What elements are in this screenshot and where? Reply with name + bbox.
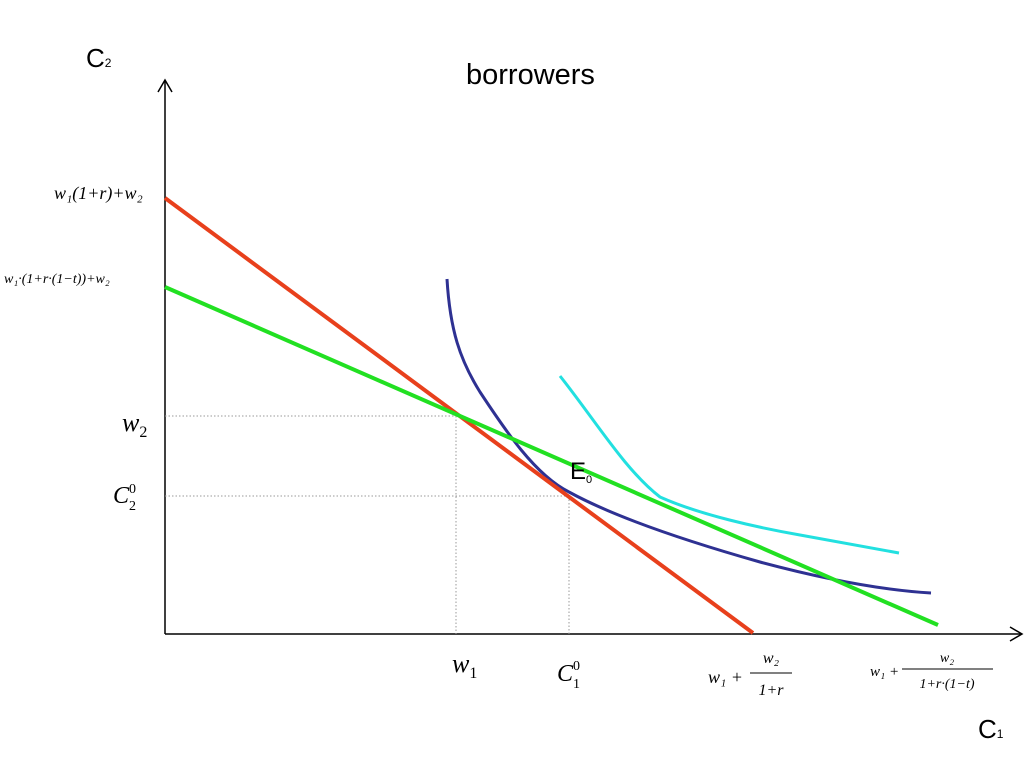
svg-text:1+r: 1+r	[758, 682, 784, 699]
optimum-point-label: E0	[570, 458, 592, 486]
svg-text:1: 1	[573, 677, 580, 692]
x-tick-intercept-no-tax: w₁ + w₂ 1+r	[708, 650, 792, 699]
svg-text:C: C	[113, 483, 130, 509]
x-axis-arrowhead	[1009, 626, 1024, 642]
y-tick-intercept-with-tax: w₁·(1+r·(1−t))+w₂	[4, 272, 110, 287]
indifference-curve-low	[445, 278, 932, 595]
svg-text:w₁ +: w₁ +	[708, 667, 743, 687]
svg-text:0: 0	[573, 659, 580, 674]
indifference-curve-high	[558, 375, 900, 555]
y-axis-arrowhead	[157, 78, 173, 93]
svg-text:2: 2	[129, 499, 136, 514]
svg-text:0: 0	[129, 482, 136, 497]
y-axis-label: C2	[86, 43, 112, 73]
svg-text:w₂: w₂	[940, 651, 954, 666]
axes	[157, 78, 1024, 642]
svg-text:1+r·(1−t): 1+r·(1−t)	[919, 677, 974, 692]
budget-line-with-tax	[164, 285, 939, 627]
svg-text:w₁ +: w₁ +	[870, 664, 899, 680]
y-tick-w2: w2	[122, 408, 147, 441]
y-tick-c2-0: C 0 2	[113, 482, 136, 514]
guide-lines	[165, 415, 570, 634]
svg-text:w₂: w₂	[763, 650, 780, 667]
svg-text:C: C	[557, 661, 574, 687]
x-tick-w1: w1	[452, 649, 477, 682]
y-tick-intercept-no-tax: w₁(1+r)+w₂	[54, 183, 143, 204]
diagram-title: borrowers	[466, 59, 595, 91]
x-axis-label: C1	[978, 714, 1004, 744]
x-tick-c1-0: C 0 1	[557, 659, 580, 692]
x-tick-intercept-with-tax: w₁ + w₂ 1+r·(1−t)	[870, 651, 993, 692]
